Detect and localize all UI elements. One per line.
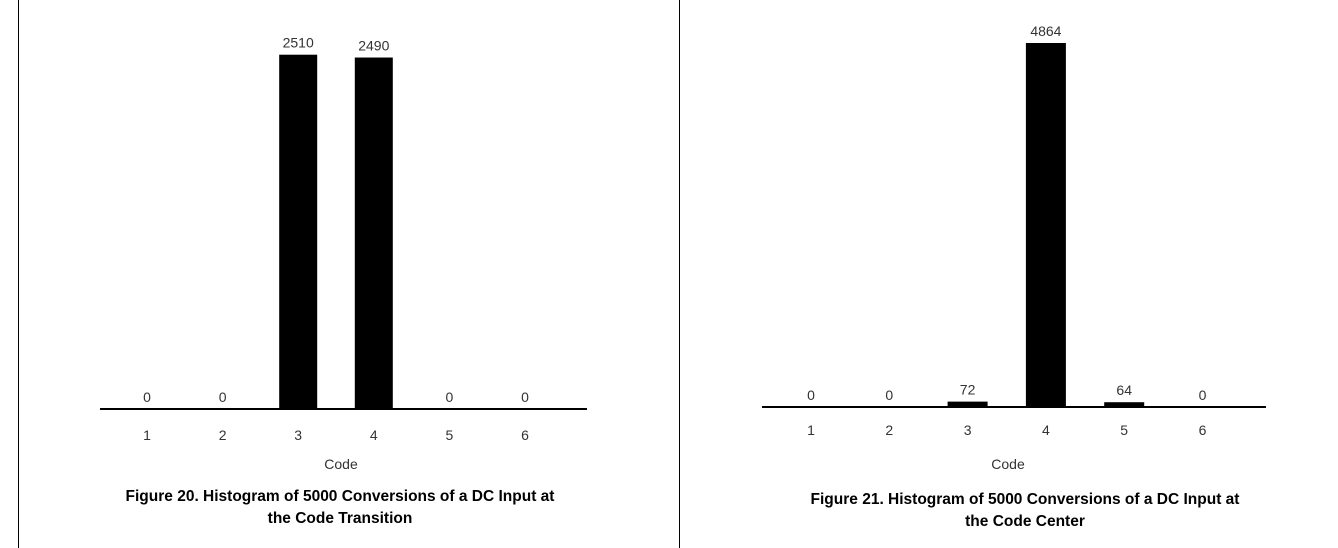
- chart-2-x-axis-label: Code: [991, 456, 1025, 472]
- figure-20-caption-line-2: the Code Transition: [267, 510, 413, 527]
- chart-1-bar-3: [279, 54, 318, 409]
- chart-1-data-label-2: 0: [219, 389, 227, 405]
- chart-2-bar-3: [947, 401, 988, 407]
- figure-21-caption-line-2: the Code Center: [965, 513, 1085, 530]
- chart-2-tick-label-2: 2: [885, 422, 893, 438]
- chart-2-tick-label-4: 4: [1042, 422, 1050, 438]
- panel-divider: [679, 0, 680, 548]
- left-panel-border: [18, 0, 19, 548]
- chart-2-bar-5: [1104, 402, 1145, 407]
- chart-2-data-label-3: 72: [960, 382, 976, 398]
- chart-2-tick-label-6: 6: [1199, 422, 1207, 438]
- chart-1-data-label-3: 2510: [283, 35, 314, 51]
- chart-2-bar-4: [1025, 43, 1066, 407]
- chart-1-data-label-5: 0: [446, 389, 454, 405]
- chart-2-tick-label-1: 1: [807, 422, 815, 438]
- chart-1-tick-label-2: 2: [219, 427, 227, 443]
- figure-21-caption: Figure 21. Histogram of 5000 Conversions…: [745, 489, 1305, 533]
- figure-21-caption-line-1: Figure 21. Histogram of 5000 Conversions…: [810, 491, 1240, 508]
- chart-2-data-label-1: 0: [807, 387, 815, 403]
- chart-1-tick-label-1: 1: [143, 427, 151, 443]
- chart-2-tick-label-3: 3: [964, 422, 972, 438]
- chart-2-data-label-5: 64: [1116, 382, 1132, 398]
- chart-1-tick-label-6: 6: [521, 427, 529, 443]
- chart-1-tick-label-3: 3: [294, 427, 302, 443]
- figure-20-caption: Figure 20. Histogram of 5000 Conversions…: [60, 486, 620, 530]
- chart-1-tick-label-4: 4: [370, 427, 378, 443]
- chart-1-x-axis-label: Code: [324, 456, 358, 472]
- chart-2-tick-label-5: 5: [1120, 422, 1128, 438]
- chart-1-bar-4: [354, 57, 393, 410]
- chart-2-data-label-2: 0: [885, 387, 893, 403]
- chart-1-data-label-4: 2490: [358, 38, 389, 54]
- chart-2-data-label-6: 0: [1199, 387, 1207, 403]
- chart-2-data-label-4: 4864: [1030, 23, 1061, 39]
- chart-1-data-label-1: 0: [143, 389, 151, 405]
- chart-1-data-label-6: 0: [521, 389, 529, 405]
- figure-20-caption-line-1: Figure 20. Histogram of 5000 Conversions…: [125, 488, 555, 505]
- chart-1-tick-label-5: 5: [446, 427, 454, 443]
